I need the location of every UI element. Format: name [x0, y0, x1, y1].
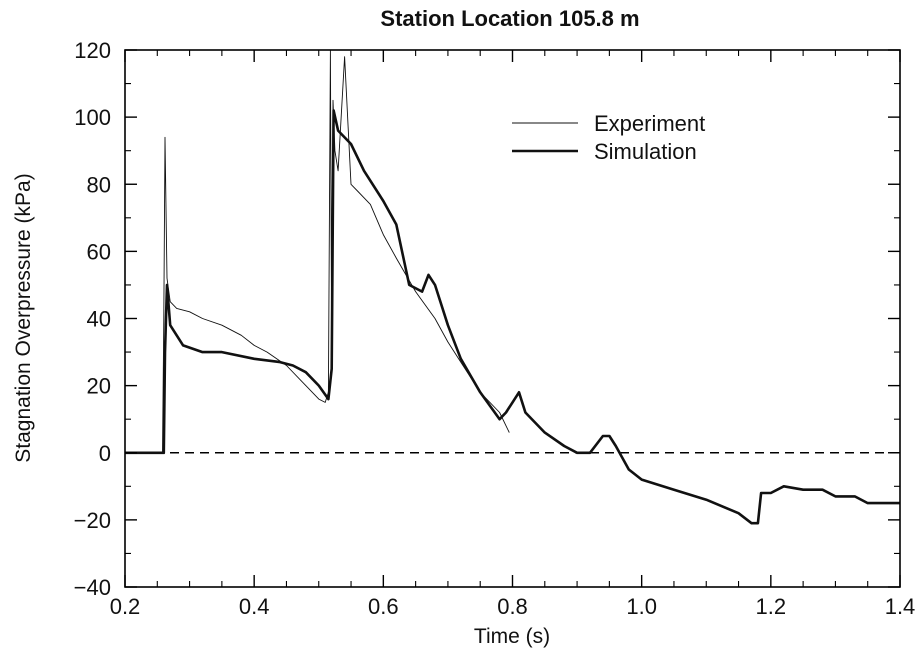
legend-label-experiment: Experiment [594, 111, 705, 136]
x-tick-label: 1.4 [885, 594, 916, 619]
x-tick-label: 0.2 [110, 594, 141, 619]
x-tick-label: 0.8 [497, 594, 528, 619]
y-tick-label: 120 [74, 38, 111, 63]
x-axis-label: Time (s) [474, 625, 550, 648]
y-tick-label: −20 [74, 508, 111, 533]
x-tick-label: 1.2 [756, 594, 787, 619]
x-tick-label: 0.4 [239, 594, 270, 619]
x-tick-label: 1.0 [626, 594, 657, 619]
series-layer [125, 50, 900, 525]
x-tick-label: 0.6 [368, 594, 399, 619]
y-tick-label: 100 [74, 105, 111, 130]
series-line-experiment [125, 50, 510, 454]
y-tick-label: 80 [87, 172, 111, 197]
chart-title: Station Location 105.8 m [380, 6, 639, 31]
y-tick-label: 0 [99, 441, 111, 466]
y-axis-label: Stagnation Overpressure (kPa) [12, 173, 35, 462]
plot-frame [124, 49, 901, 588]
y-tick-label: 60 [87, 239, 111, 264]
series-line-simulation [125, 109, 900, 525]
y-tick-label: 40 [87, 307, 111, 332]
legend: Experiment Simulation [512, 111, 705, 164]
y-tick-label: −40 [74, 575, 111, 600]
y-tick-label: 20 [87, 374, 111, 399]
legend-label-simulation: Simulation [594, 139, 697, 164]
ticks-layer: 0.2 0.4 0.6 0.8 1.0 1.2 1.4 −40 −20 0 20 40 60 80 100 1… [74, 38, 916, 619]
